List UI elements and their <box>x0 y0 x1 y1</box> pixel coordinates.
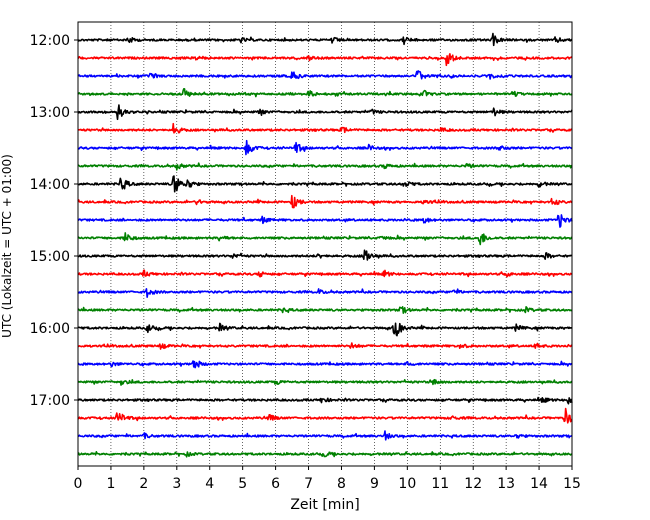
y-axis-ticks: 12:00 13:00 14:00 15:00 16:00 17:00 <box>30 33 78 409</box>
trace-1700 <box>77 396 573 405</box>
x-tick-label: 7 <box>304 476 313 492</box>
y-tick-label: 12:00 <box>30 33 70 49</box>
x-tick-label: 13 <box>497 476 515 492</box>
trace-1300 <box>77 104 573 121</box>
trace-1200 <box>77 32 573 47</box>
x-tick-label: 6 <box>271 476 280 492</box>
x-tick-label: 12 <box>464 476 482 492</box>
trace-1500 <box>77 249 573 261</box>
trace-1515 <box>77 269 573 278</box>
trace-1745 <box>77 450 573 458</box>
trace-1600 <box>77 322 573 337</box>
trace-lines <box>77 32 573 458</box>
x-tick-label: 3 <box>172 476 181 492</box>
trace-1215 <box>77 53 573 67</box>
trace-1330 <box>77 139 573 156</box>
trace-1645 <box>77 378 573 386</box>
y-tick-label: 15:00 <box>30 249 70 265</box>
plot-frame <box>77 21 573 467</box>
x-tick-label: 9 <box>370 476 379 492</box>
trace-1315 <box>77 122 573 134</box>
trace-1230 <box>77 70 573 80</box>
trace-1545 <box>77 306 573 314</box>
y-axis-label: UTC (Lokalzeit = UTC + 01:00) <box>0 154 14 338</box>
y-tick-label: 14:00 <box>30 177 70 193</box>
trace-1615 <box>77 342 573 350</box>
trace-1400 <box>77 175 573 193</box>
x-tick-label: 15 <box>563 476 581 492</box>
x-tick-label: 4 <box>205 476 214 492</box>
x-tick-label: 0 <box>74 476 83 492</box>
vertical-grid <box>110 22 540 466</box>
y-tick-label: 17:00 <box>30 393 70 409</box>
trace-1715 <box>77 407 573 424</box>
x-tick-label: 2 <box>139 476 148 492</box>
y-tick-label: 13:00 <box>30 105 70 121</box>
trace-1630 <box>77 360 573 369</box>
trace-1415 <box>77 194 573 209</box>
trace-1430 <box>77 214 573 228</box>
trace-1445 <box>77 232 573 246</box>
trace-1530 <box>77 288 573 298</box>
trace-1730 <box>77 430 573 441</box>
trace-1345 <box>77 162 573 171</box>
x-tick-label: 14 <box>530 476 548 492</box>
x-axis-label: Zeit [min] <box>290 497 359 513</box>
x-tick-label: 5 <box>238 476 247 492</box>
trace-1245 <box>77 87 573 98</box>
y-tick-label: 16:00 <box>30 321 70 337</box>
x-tick-label: 10 <box>398 476 416 492</box>
x-tick-label: 1 <box>106 476 115 492</box>
x-tick-label: 8 <box>337 476 346 492</box>
x-axis-ticks: 0 1 2 3 4 5 6 7 8 9 10 11 12 13 14 15 <box>74 466 581 492</box>
x-tick-label: 11 <box>431 476 449 492</box>
